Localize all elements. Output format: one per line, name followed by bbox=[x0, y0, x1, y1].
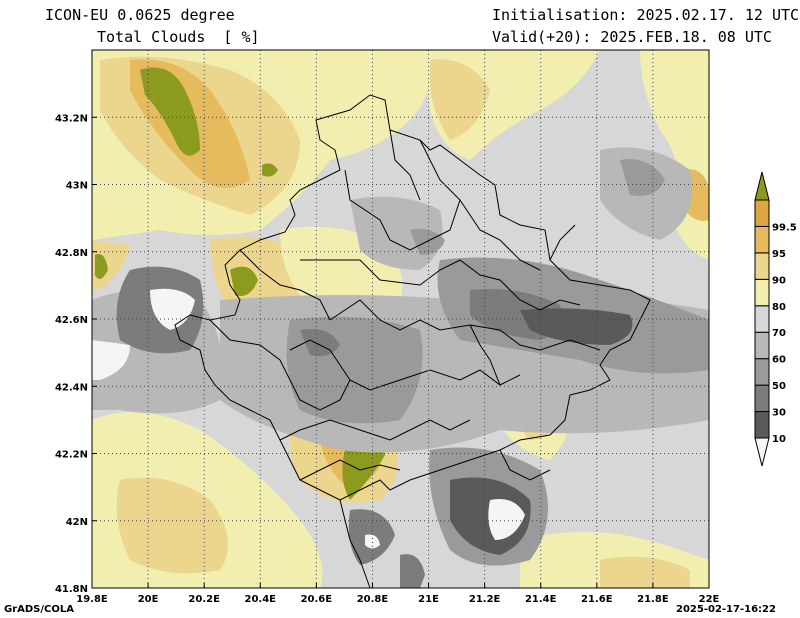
init-time: Initialisation: 2025.02.17. 12 UTC bbox=[492, 6, 800, 24]
grid-lines bbox=[92, 50, 709, 588]
colorbar-box bbox=[754, 305, 770, 333]
lat-tick-label: 43.2N bbox=[55, 113, 88, 124]
lat-tick-label: 43N bbox=[66, 181, 88, 192]
colorbar-level-label: 95 bbox=[772, 249, 786, 260]
lat-tick-labels: 41.8N 42N 42.2N 42.4N 42.6N 42.8N 43N 43.2N bbox=[55, 113, 97, 595]
timestamp-label: 2025-02-17-16:22 bbox=[676, 604, 776, 615]
colorbar: 10 30 50 60 70 80 90 95 99.5 bbox=[754, 171, 797, 467]
colorbar-level-label: 30 bbox=[772, 408, 786, 419]
lat-tick-label: 42.4N bbox=[55, 382, 88, 393]
colorbar-box bbox=[754, 358, 770, 386]
colorbar-level-label: 50 bbox=[772, 381, 786, 392]
colorbar-max-triangle bbox=[754, 171, 770, 201]
credit-label: GrADS/COLA bbox=[4, 604, 74, 615]
lon-tick-labels: 19.8E 20E 20.2E 20.4E 20.6E 20.8E 21E 21.2E 21.4… bbox=[76, 583, 720, 605]
colorbar-box bbox=[754, 225, 770, 254]
lat-tick-label: 42.8N bbox=[55, 248, 88, 259]
lon-tick-label: 22E bbox=[699, 594, 720, 605]
lon-tick-label: 21E bbox=[418, 594, 439, 605]
colorbar-level-label: 70 bbox=[772, 328, 786, 339]
field-title: Total Clouds [ %] bbox=[97, 28, 260, 46]
colorbar-box bbox=[754, 384, 770, 413]
colorbar-box bbox=[754, 199, 770, 227]
colorbar-level-label: 60 bbox=[772, 355, 786, 366]
lon-tick-label: 20.2E bbox=[188, 594, 220, 605]
colorbar-box bbox=[754, 252, 770, 280]
model-title: ICON-EU 0.0625 degree bbox=[45, 6, 235, 24]
lon-tick-label: 19.8E bbox=[76, 594, 108, 605]
lon-tick-label: 21.2E bbox=[469, 594, 501, 605]
valid-time: Valid(+20): 2025.FEB.18. 08 UTC bbox=[492, 28, 772, 46]
cloud-field bbox=[92, 50, 709, 588]
lon-tick-label: 21.8E bbox=[637, 594, 669, 605]
colorbar-box bbox=[754, 411, 770, 439]
colorbar-level-label: 10 bbox=[772, 434, 786, 445]
lon-tick-label: 21.6E bbox=[581, 594, 613, 605]
lat-tick-label: 41.8N bbox=[55, 584, 88, 595]
boundaries bbox=[174, 94, 651, 589]
colorbar-level-label: 80 bbox=[772, 302, 786, 313]
lon-tick-label: 20.4E bbox=[245, 594, 277, 605]
colorbar-box bbox=[754, 278, 770, 307]
lon-tick-label: 20E bbox=[138, 594, 159, 605]
lon-tick-label: 21.4E bbox=[525, 594, 557, 605]
lat-tick-label: 42N bbox=[66, 517, 88, 528]
lon-tick-label: 20.8E bbox=[357, 594, 389, 605]
lon-tick-label: 20.6E bbox=[301, 594, 333, 605]
colorbar-min-triangle bbox=[754, 437, 770, 467]
lat-tick-label: 42.6N bbox=[55, 315, 88, 326]
lat-tick-label: 42.2N bbox=[55, 450, 88, 461]
colorbar-box bbox=[754, 331, 770, 360]
colorbar-level-label: 99.5 bbox=[772, 222, 797, 233]
colorbar-level-label: 90 bbox=[772, 275, 786, 286]
